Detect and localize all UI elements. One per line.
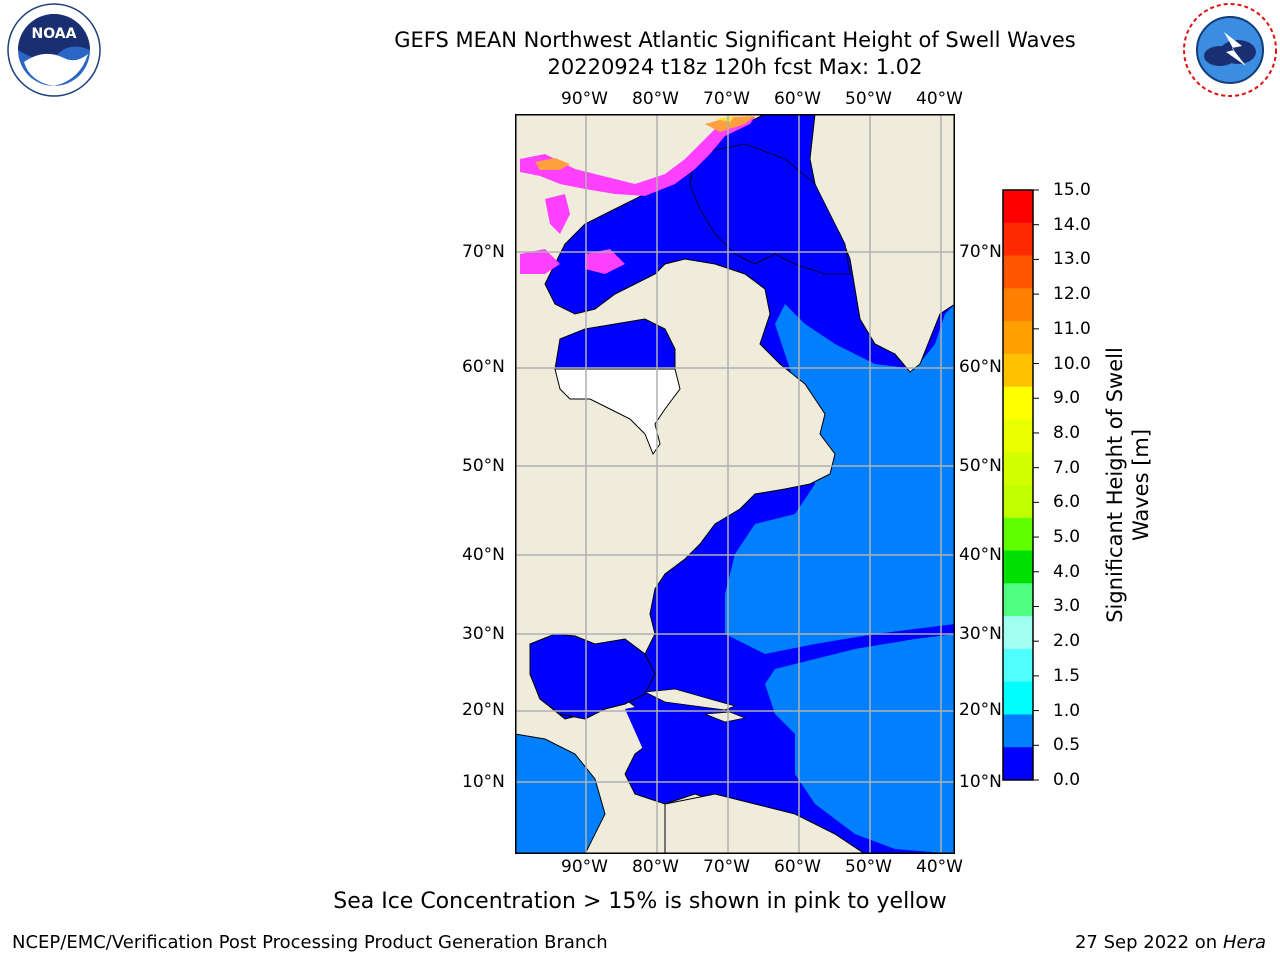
lat-label-left-70n: 70°N xyxy=(462,242,505,262)
footer-timestamp: 27 Sep 2022 on Hera xyxy=(1075,932,1266,953)
lat-label-left-50n: 50°N xyxy=(462,456,505,476)
colorbar-tick-label: 14.0 xyxy=(1053,214,1091,235)
colorbar-band xyxy=(1003,353,1033,388)
lat-label-left-10n: 10°N xyxy=(462,772,505,792)
lat-label-right-40n: 40°N xyxy=(959,545,1002,565)
south-america-land xyxy=(664,793,866,854)
lat-label-left-30n: 30°N xyxy=(462,624,505,644)
colorbar-tick-label: 15.0 xyxy=(1053,180,1091,200)
lon-label-top-40w: 40°W xyxy=(916,89,963,109)
colorbar xyxy=(1002,189,1039,781)
colorbar-tick-label: 1.5 xyxy=(1053,665,1081,686)
colorbar-tick-label: 5.0 xyxy=(1053,527,1081,548)
caribbean-sea xyxy=(625,699,790,794)
lat-label-right-60n: 60°N xyxy=(959,357,1002,377)
colorbar-frame xyxy=(1002,189,1034,781)
colorbar-tick-label: 8.0 xyxy=(1053,422,1081,443)
colorbar-band xyxy=(1003,550,1033,584)
colorbar-band xyxy=(1003,452,1033,486)
colorbar-tick-label: 12.0 xyxy=(1053,284,1091,305)
colorbar-tick-label: 0.5 xyxy=(1053,735,1081,756)
colorbar-tick-label: 13.0 xyxy=(1053,249,1091,270)
colorbar-band xyxy=(1003,583,1033,617)
lon-label-bottom-50w: 50°W xyxy=(845,857,892,877)
colorbar-band xyxy=(1003,190,1033,224)
colorbar-band xyxy=(1003,648,1033,683)
colorbar-band xyxy=(1003,616,1033,650)
colorbar-band xyxy=(1003,517,1033,552)
colorbar-band xyxy=(1003,485,1033,519)
pacific-ocean xyxy=(515,733,606,854)
gulf-of-mexico xyxy=(529,633,656,720)
colorbar-tick-label: 6.0 xyxy=(1053,492,1081,513)
colorbar-tick-label: 10.0 xyxy=(1053,353,1091,374)
colorbar-band xyxy=(1003,288,1033,322)
map-panel xyxy=(515,114,955,854)
colorbar-band xyxy=(1003,747,1033,781)
hudson-bay-water xyxy=(554,318,676,370)
colorbar-tick-label: 7.0 xyxy=(1053,457,1081,478)
lat-label-left-40n: 40°N xyxy=(462,545,505,565)
colorbar-tick-labels: 15.0 14.0 13.0 12.0 11.0 10.0 9.0 8.0 7.0 6.0 5.0 4… xyxy=(1045,180,1105,790)
lon-label-bottom-60w: 60°W xyxy=(774,857,821,877)
lat-label-right-30n: 30°N xyxy=(959,624,1002,644)
lon-label-bottom-90w: 90°W xyxy=(561,857,608,877)
sea-ice-note: Sea Ice Concentration > 15% is shown in … xyxy=(333,889,947,914)
lon-label-top-90w: 90°W xyxy=(561,89,608,109)
colorbar-tick-label: 0.0 xyxy=(1053,770,1081,790)
lat-label-left-60n: 60°N xyxy=(462,357,505,377)
nws-logo xyxy=(1183,3,1277,97)
chart-title: GEFS MEAN Northwest Atlantic Significant… xyxy=(394,28,1076,52)
lat-label-left-20n: 20°N xyxy=(462,700,505,720)
footer-branch: NCEP/EMC/Verification Post Processing Pr… xyxy=(12,932,608,953)
colorbar-tick-label: 3.0 xyxy=(1053,596,1081,617)
chart-subtitle: 20220924 t18z 120h fcst Max: 1.02 xyxy=(547,55,923,79)
lat-label-right-70n: 70°N xyxy=(959,242,1002,262)
lat-label-right-20n: 20°N xyxy=(959,700,1002,720)
noaa-logo: NOAA xyxy=(7,3,101,97)
colorbar-band xyxy=(1003,222,1033,257)
colorbar-band xyxy=(1003,255,1033,289)
lon-label-bottom-40w: 40°W xyxy=(916,857,963,877)
colorbar-tick-label: 11.0 xyxy=(1053,318,1091,339)
colorbar-tick-label: 4.0 xyxy=(1053,561,1081,582)
swell-region-1 xyxy=(725,304,955,654)
lon-label-top-80w: 80°W xyxy=(632,89,679,109)
cuba-island xyxy=(643,688,737,711)
lon-label-top-70w: 70°W xyxy=(703,89,750,109)
hispaniola-island xyxy=(704,711,747,723)
lat-label-right-10n: 10°N xyxy=(959,772,1002,792)
colorbar-band xyxy=(1003,714,1033,748)
graticule xyxy=(515,114,955,854)
colorbar-band xyxy=(1003,419,1033,453)
colorbar-tick-label: 2.0 xyxy=(1053,631,1081,652)
swell-region-2 xyxy=(765,634,955,854)
noaa-logo-text: NOAA xyxy=(32,26,77,42)
lat-label-right-50n: 50°N xyxy=(959,456,1002,476)
footer-date: 27 Sep 2022 on xyxy=(1074,932,1218,953)
colorbar-tick-label: 9.0 xyxy=(1053,388,1081,409)
colorbar-band xyxy=(1003,321,1033,355)
sea-ice-overlay xyxy=(520,116,755,274)
footer-host: Hera xyxy=(1222,932,1266,953)
lon-label-bottom-70w: 70°W xyxy=(703,857,750,877)
lon-label-bottom-80w: 80°W xyxy=(632,857,679,877)
colorbar-label-line2: Waves [m] xyxy=(1129,428,1153,542)
lon-label-top-60w: 60°W xyxy=(774,89,821,109)
colorbar-band xyxy=(1003,386,1033,420)
map-frame xyxy=(515,114,955,854)
baffin-bay xyxy=(689,143,851,275)
colorbar-label-line1: Significant Height of Swell xyxy=(1103,347,1127,623)
colorbar-tick-label: 1.0 xyxy=(1053,700,1081,721)
colorbar-band xyxy=(1003,681,1033,715)
lon-label-top-50w: 50°W xyxy=(845,89,892,109)
